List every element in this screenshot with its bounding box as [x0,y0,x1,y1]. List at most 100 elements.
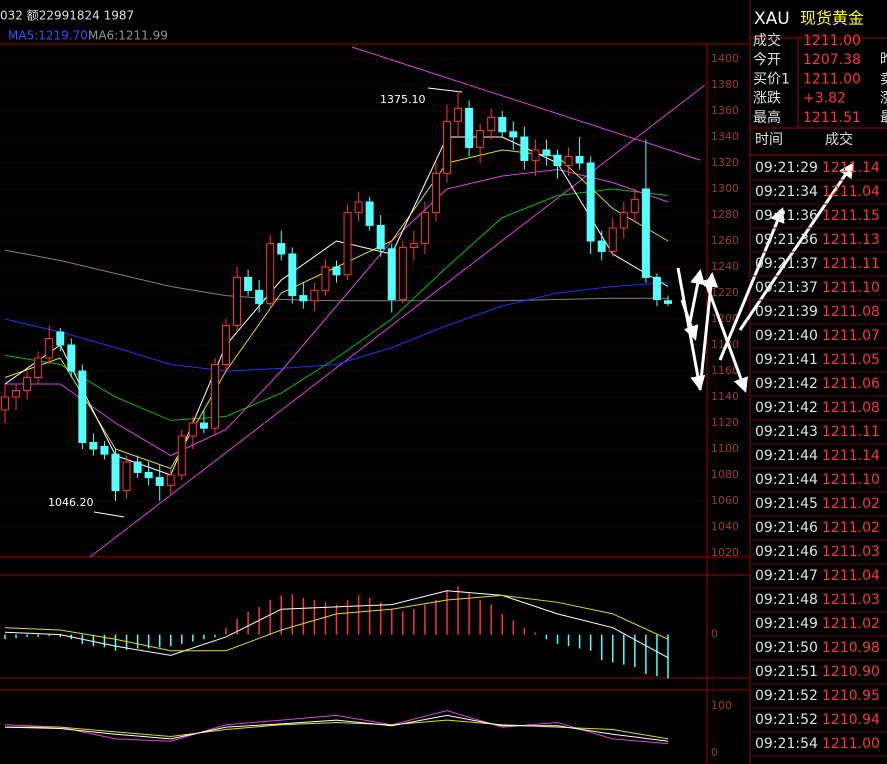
candle-body [56,331,65,346]
trade-time: 09:21:43 [755,424,818,440]
y-tick-label: 1360 [711,104,739,117]
trade-price: 1210.98 [822,640,880,656]
quote-label: 今开 [753,52,781,68]
leader-line [427,87,463,93]
price-annotation: 1375.10 [380,93,426,106]
trade-price: 1210.90 [822,664,880,680]
candle-body [144,471,153,479]
y-tick-label: 1320 [711,156,739,169]
y-tick-label: 1120 [711,416,739,429]
quote-value: 1207.38 [803,52,861,68]
trade-price: 1211.02 [822,616,880,632]
trade-time: 09:21:54 [755,736,818,752]
candle-body [199,422,208,429]
trade-time: 09:21:37 [755,280,818,296]
ma-line [4,188,669,421]
trade-time: 09:21:42 [755,376,818,392]
drawn-arrows [676,162,854,393]
trade-time: 09:21:36 [755,208,818,224]
trade-time: 09:21:44 [755,472,818,488]
trade-time: 09:21:44 [755,448,818,464]
candle-body [509,131,518,138]
candle-body [564,156,573,167]
rsi-tick-label: 0 [711,746,718,759]
quote-extra: 卖 [880,71,887,87]
candle-body [520,136,529,161]
trade-price: 1210.95 [822,688,880,704]
candle-body [498,117,507,133]
trade-time: 09:21:39 [755,304,818,320]
y-tick-label: 1240 [711,260,739,273]
candle-body [100,445,109,455]
trade-price: 1211.04 [822,568,880,584]
trade-time: 09:21:29 [755,160,818,176]
quote-label: 最高 [753,109,781,126]
trade-time: 09:21:37 [755,256,818,272]
arrow [738,162,854,331]
rsi-tick-label: 100 [711,699,732,712]
trade-price: 1211.13 [822,232,880,248]
candle-body [354,201,363,213]
y-tick-label: 1220 [711,286,739,299]
ma-line [4,249,668,302]
trades-header: 成交 [825,131,853,148]
candle-body [321,266,330,291]
info-text: 032 额22991824 1987 [0,9,134,23]
candle-body [398,247,407,300]
y-tick-label: 1280 [711,208,739,221]
symbol: XAU [754,9,790,29]
candle-body [553,154,562,167]
trade-price: 1211.14 [822,448,880,464]
trade-price: 1211.05 [822,352,880,368]
ma-line [4,282,669,372]
trade-price: 1211.15 [822,208,880,224]
candle-body [1,396,9,411]
y-tick-label: 1300 [711,182,739,195]
candle-body [376,224,385,250]
candle-body [177,435,186,476]
trade-price: 1211.02 [822,520,880,536]
quote-value: 1211.00 [803,33,861,49]
candle-body [266,243,275,304]
macd-tick-label: 0 [711,628,718,641]
candle-body [89,442,98,450]
trade-price: 1211.08 [822,400,880,416]
candle-body [155,477,164,486]
trade-time: 09:21:50 [755,640,818,656]
trade-time: 09:21:49 [755,616,818,632]
trade-price: 1211.10 [822,472,880,488]
candle-body [619,211,628,229]
quote-extra: 最 [880,110,887,126]
candle-body [542,149,551,156]
y-tick-label: 1400 [711,52,739,65]
trade-time: 09:21:46 [755,520,818,536]
candle-body [608,227,617,252]
ma6-label: MA6:1211.99 [88,29,168,43]
trade-price: 1211.04 [822,184,880,200]
candle-body [420,211,429,245]
quote-extra: 昨 [880,52,887,68]
trade-time: 09:21:46 [755,544,818,560]
trade-time: 09:21:48 [755,592,818,608]
arrow [703,279,748,393]
candle-body [222,325,230,365]
trade-price: 1211.10 [822,280,880,296]
y-tick-label: 1080 [711,468,739,481]
candle-body [652,276,661,300]
trend-line [89,84,706,558]
y-tick-label: 1100 [711,442,739,455]
trade-price: 1211.08 [822,304,880,320]
ma5-label: MA5:1219.70 [8,29,88,43]
quote-extra: 涨 [880,91,887,107]
candle-body [67,344,76,372]
quote-value: +3.82 [803,91,846,107]
candle-body [244,276,253,291]
candle-body [597,240,606,252]
candle-body [575,156,584,164]
candle-body [343,211,352,276]
trade-time: 09:21:52 [755,712,818,728]
candle-body [465,107,474,148]
plot: 1020104010601080110011201140116011801200… [0,52,739,759]
candle-body [111,453,120,492]
